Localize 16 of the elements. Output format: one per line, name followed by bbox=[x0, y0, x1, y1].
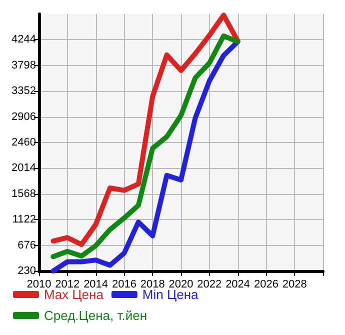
x-tick-label: 2016 bbox=[112, 278, 136, 290]
y-tick-label: 1122 bbox=[12, 214, 36, 226]
y-tick-label: 2014 bbox=[12, 162, 36, 174]
y-tick-label: 1568 bbox=[12, 188, 36, 200]
legend-label: Сред.Цена, т.йен bbox=[44, 308, 148, 323]
x-tick-label: 2022 bbox=[197, 278, 222, 290]
y-tick-label: 2460 bbox=[12, 136, 36, 148]
y-tick-label: 230 bbox=[18, 265, 36, 277]
y-tick-label: 3798 bbox=[12, 59, 36, 72]
y-tick-label: 4244 bbox=[12, 34, 36, 46]
y-tick-label: 2906 bbox=[12, 110, 36, 123]
x-tick-label: 2028 bbox=[282, 278, 307, 290]
x-tick-label: 2026 bbox=[254, 278, 278, 290]
y-tick-label: 3352 bbox=[12, 85, 36, 98]
x-tick-label: 2024 bbox=[226, 278, 250, 290]
y-tick-label: 676 bbox=[18, 239, 36, 252]
